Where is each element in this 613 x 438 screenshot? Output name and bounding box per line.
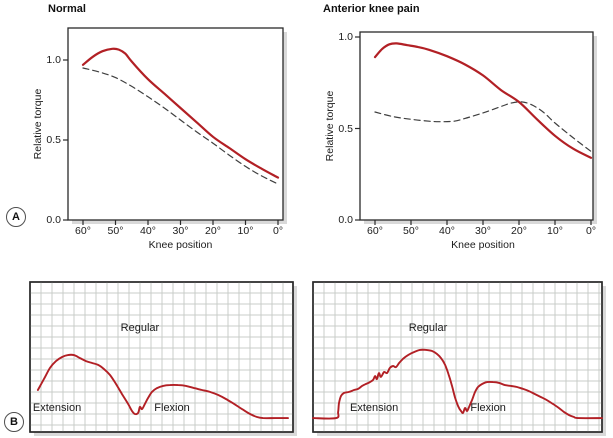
y-tick-label: 1.0 bbox=[338, 31, 353, 43]
x-tick-label: 50° bbox=[107, 225, 124, 237]
x-tick-label: 10° bbox=[237, 225, 254, 237]
y-tick-label: 0.0 bbox=[338, 214, 353, 226]
x-tick-label: 50° bbox=[403, 225, 419, 237]
trace-annotation-flexion: Flexion bbox=[470, 402, 506, 414]
x-tick-label: 30° bbox=[475, 225, 491, 237]
x-tick-label: 40° bbox=[439, 225, 455, 237]
x-tick-label: 30° bbox=[172, 225, 189, 237]
panel-b-marker: B bbox=[4, 412, 24, 432]
x-tick-label: 60° bbox=[367, 225, 383, 237]
y-tick-label: 0.0 bbox=[46, 214, 61, 226]
x-tick-label: 0° bbox=[585, 225, 597, 237]
x-tick-label: 20° bbox=[511, 225, 527, 237]
chart-title: Anterior knee pain bbox=[323, 3, 420, 15]
trace-annotation-regular: Regular bbox=[408, 322, 448, 335]
y-axis-label: Relative torque bbox=[32, 88, 44, 160]
x-tick-label: 20° bbox=[205, 225, 221, 237]
trace-annotation-flexion: Flexion bbox=[154, 402, 190, 414]
y-axis-label: Relative torque bbox=[324, 90, 336, 162]
x-axis-label: Knee position bbox=[148, 239, 213, 251]
x-tick-label: 40° bbox=[140, 225, 156, 237]
trace-annotation-extension: Extension bbox=[349, 402, 399, 414]
trace-annotation-extension: Extension bbox=[32, 402, 82, 414]
x-tick-label: 60° bbox=[75, 225, 91, 237]
x-tick-label: 10° bbox=[547, 225, 563, 237]
x-axis-label: Knee position bbox=[451, 239, 515, 251]
x-tick-label: 0° bbox=[272, 225, 284, 237]
chart-title: Normal bbox=[48, 3, 86, 15]
panel-a-marker: A bbox=[6, 207, 26, 227]
y-tick-label: 0.5 bbox=[46, 134, 61, 146]
trace-annotation-regular: Regular bbox=[120, 322, 160, 335]
y-tick-label: 0.5 bbox=[338, 122, 353, 135]
y-tick-label: 1.0 bbox=[46, 54, 61, 66]
